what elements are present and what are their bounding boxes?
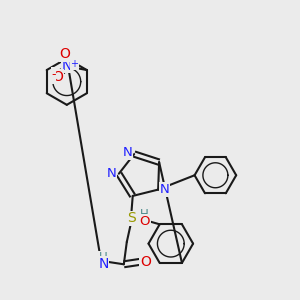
Text: O: O: [140, 215, 150, 228]
Text: N: N: [106, 167, 116, 180]
Text: O: O: [60, 47, 70, 61]
Text: O: O: [52, 70, 64, 84]
Text: H: H: [140, 208, 148, 221]
Text: N: N: [160, 183, 169, 196]
Text: N: N: [98, 257, 109, 271]
Text: N: N: [62, 58, 72, 73]
Text: -: -: [51, 68, 56, 81]
Text: S: S: [127, 211, 136, 225]
Text: O: O: [140, 255, 151, 269]
Text: +: +: [70, 59, 78, 69]
Text: N: N: [123, 146, 133, 159]
Text: H: H: [99, 251, 107, 264]
